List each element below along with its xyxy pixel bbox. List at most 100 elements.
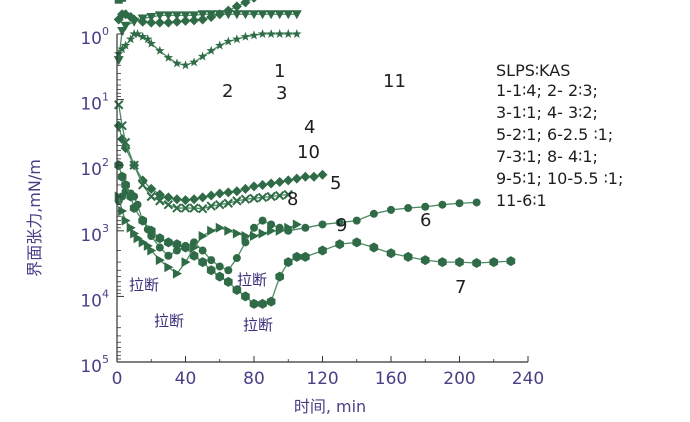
data-point [197, 51, 208, 61]
data-point [189, 15, 200, 26]
data-point [292, 219, 302, 230]
data-point [232, 34, 242, 44]
data-point [180, 15, 191, 26]
data-point [240, 31, 251, 41]
data-point [438, 257, 447, 268]
data-point [155, 243, 164, 252]
data-point [197, 203, 208, 214]
data-point [181, 242, 190, 253]
data-point [146, 38, 157, 48]
data-point [137, 16, 148, 27]
data-point [121, 215, 131, 226]
data-point [206, 45, 216, 55]
series-10 [113, 29, 302, 70]
data-point [223, 36, 234, 46]
data-point [352, 237, 362, 248]
legend-line: 7-3∶1; 8- 4∶1; [496, 147, 598, 166]
data-point [231, 186, 242, 197]
data-point [283, 10, 294, 20]
data-point [155, 255, 165, 266]
data-point [455, 257, 464, 268]
annotation-label: 拉断 [243, 316, 273, 334]
data-point [120, 40, 131, 50]
data-point [163, 17, 174, 28]
series-11 [113, 0, 257, 28]
x-tick-label: 0 [112, 369, 123, 389]
data-point [214, 188, 225, 199]
data-point [132, 29, 143, 39]
x-axis-label: 时间, min [294, 397, 366, 416]
data-point [180, 195, 191, 206]
data-point [197, 14, 208, 25]
data-point [283, 29, 294, 39]
data-point [118, 206, 128, 217]
data-point [189, 57, 199, 67]
data-point [129, 14, 140, 25]
data-point [224, 266, 233, 275]
data-point [472, 198, 481, 207]
data-point [335, 239, 344, 250]
data-point [181, 257, 191, 268]
data-point [506, 256, 516, 267]
data-point [231, 10, 242, 20]
data-point [146, 191, 156, 202]
x-tick-labels: 0 40 80 120 160 200 240 [112, 369, 545, 389]
data-point [291, 10, 302, 20]
data-point [155, 233, 165, 244]
data-point [240, 183, 251, 194]
data-point [240, 194, 251, 204]
data-point [198, 230, 208, 241]
data-point [489, 257, 499, 268]
data-point [300, 171, 311, 182]
data-point [249, 10, 259, 20]
data-point [249, 30, 259, 40]
data-point [189, 203, 199, 213]
data-point [250, 230, 259, 241]
data-point [274, 190, 285, 201]
data-point [117, 120, 127, 131]
x-tick-label: 40 [175, 369, 197, 389]
data-point [143, 240, 153, 251]
data-point [241, 230, 251, 241]
data-point [206, 201, 216, 211]
data-point [197, 192, 208, 203]
data-point [250, 223, 258, 232]
data-point [120, 21, 131, 31]
data-point [172, 58, 182, 68]
curve-label: 4 [304, 117, 315, 138]
data-point [224, 225, 234, 236]
y-tick-label: 101 [80, 91, 109, 115]
data-point [335, 218, 344, 227]
data-point [240, 0, 251, 8]
data-point [301, 251, 310, 262]
data-point [283, 189, 293, 200]
y-tick-label: 102 [80, 156, 109, 180]
x-tick-label: 240 [512, 369, 544, 389]
data-point [189, 250, 199, 261]
data-point [232, 228, 242, 239]
data-point [403, 251, 413, 262]
data-point [274, 10, 285, 20]
data-point [472, 258, 481, 269]
data-point [117, 171, 127, 182]
data-point [172, 203, 182, 213]
data-point [308, 171, 319, 182]
curve-label: 7 [455, 277, 466, 298]
data-point [317, 169, 328, 180]
data-point [215, 271, 225, 282]
data-point [249, 298, 259, 309]
data-point [369, 242, 379, 253]
data-point [223, 276, 233, 287]
data-point [275, 225, 285, 236]
data-point [284, 222, 294, 233]
data-point [266, 10, 277, 20]
data-point [258, 298, 267, 309]
data-point [438, 200, 447, 209]
data-point [215, 262, 224, 271]
data-point [420, 255, 430, 266]
y-tick-label: 103 [80, 222, 109, 246]
data-point [292, 29, 302, 39]
data-point [274, 176, 285, 187]
data-point [292, 251, 302, 262]
